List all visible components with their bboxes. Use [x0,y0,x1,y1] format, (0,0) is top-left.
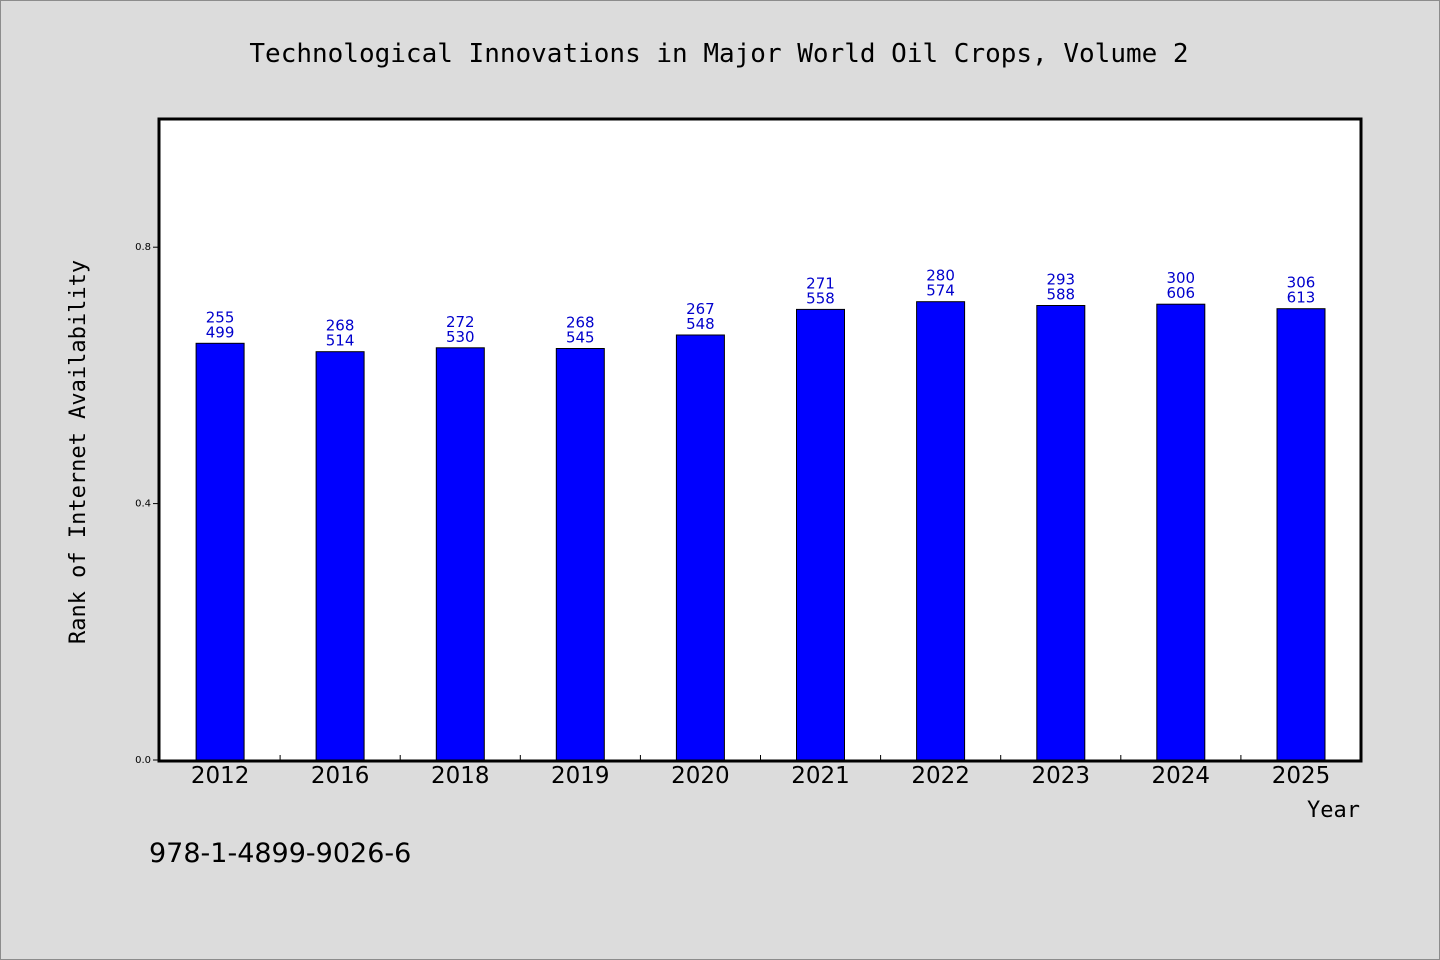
data-label-top-2018: 272 [446,313,475,331]
x-axis-ticks: 2012 2016 2018 2019 2020 2021 2022 2023 2024 2025 [191,755,1330,789]
data-label-top-2019: 268 [566,314,595,332]
x-tick-label-2012: 2012 [191,763,250,789]
bar-2019 [555,348,605,761]
data-label-top-2012: 255 [206,308,235,326]
data-label-top-2021: 271 [806,274,835,292]
isbn-footer: 978-1-4899-9026-6 [149,838,411,869]
data-label-top-2020: 267 [686,300,715,318]
x-axis-label: Year [1307,798,1360,823]
x-tick-label-2021: 2021 [791,763,850,789]
data-label-top-2023: 293 [1046,271,1075,289]
bar-2022 [916,301,966,761]
x-tick-label-2019: 2019 [551,763,610,789]
data-label-top-2016: 268 [326,317,355,335]
bar-2024 [1156,303,1206,761]
x-tick-label-2022: 2022 [911,763,970,789]
plot-border [157,117,1363,763]
y-tick-label: 0.8 [135,242,151,253]
y-tick-label: 0.0 [135,755,151,766]
x-tick-label-2020: 2020 [671,763,730,789]
y-tick-label: 0.4 [135,499,151,510]
x-tick-label-2016: 2016 [311,763,370,789]
bar-2016 [315,351,365,761]
data-label-bottom-2018: 530 [446,328,475,346]
bar-2025 [1276,308,1326,761]
x-tick-label-2023: 2023 [1032,763,1091,789]
data-label-top-2022: 280 [926,267,955,285]
data-label-bottom-2016: 514 [326,332,355,350]
bar-2021 [796,308,845,761]
data-label-bottom-2024: 606 [1166,284,1195,302]
bar-2018 [435,347,485,761]
data-label-top-2024: 300 [1166,269,1195,287]
bar-2012 [195,342,245,761]
data-label-bottom-2021: 558 [806,289,835,307]
x-tick-label-2018: 2018 [431,763,490,789]
bars-layer [195,301,1326,761]
y-axis-ticks: 0.0 0.4 0.8 [135,242,159,766]
data-label-bottom-2023: 588 [1046,286,1075,304]
bar-2023 [1036,305,1086,761]
data-label-bottom-2019: 545 [566,329,595,347]
bar-2020 [675,334,725,761]
data-label-bottom-2025: 613 [1287,289,1316,307]
data-label-bottom-2020: 548 [686,315,715,333]
y-axis-label: Rank of Internet Availability [66,260,91,644]
x-tick-label-2025: 2025 [1272,763,1331,789]
data-label-bottom-2022: 574 [926,282,955,300]
chart-title: Technological Innovations in Major World… [249,39,1188,69]
data-label-top-2025: 306 [1287,274,1316,292]
data-label-bottom-2012: 499 [206,323,235,341]
x-tick-label-2024: 2024 [1152,763,1211,789]
